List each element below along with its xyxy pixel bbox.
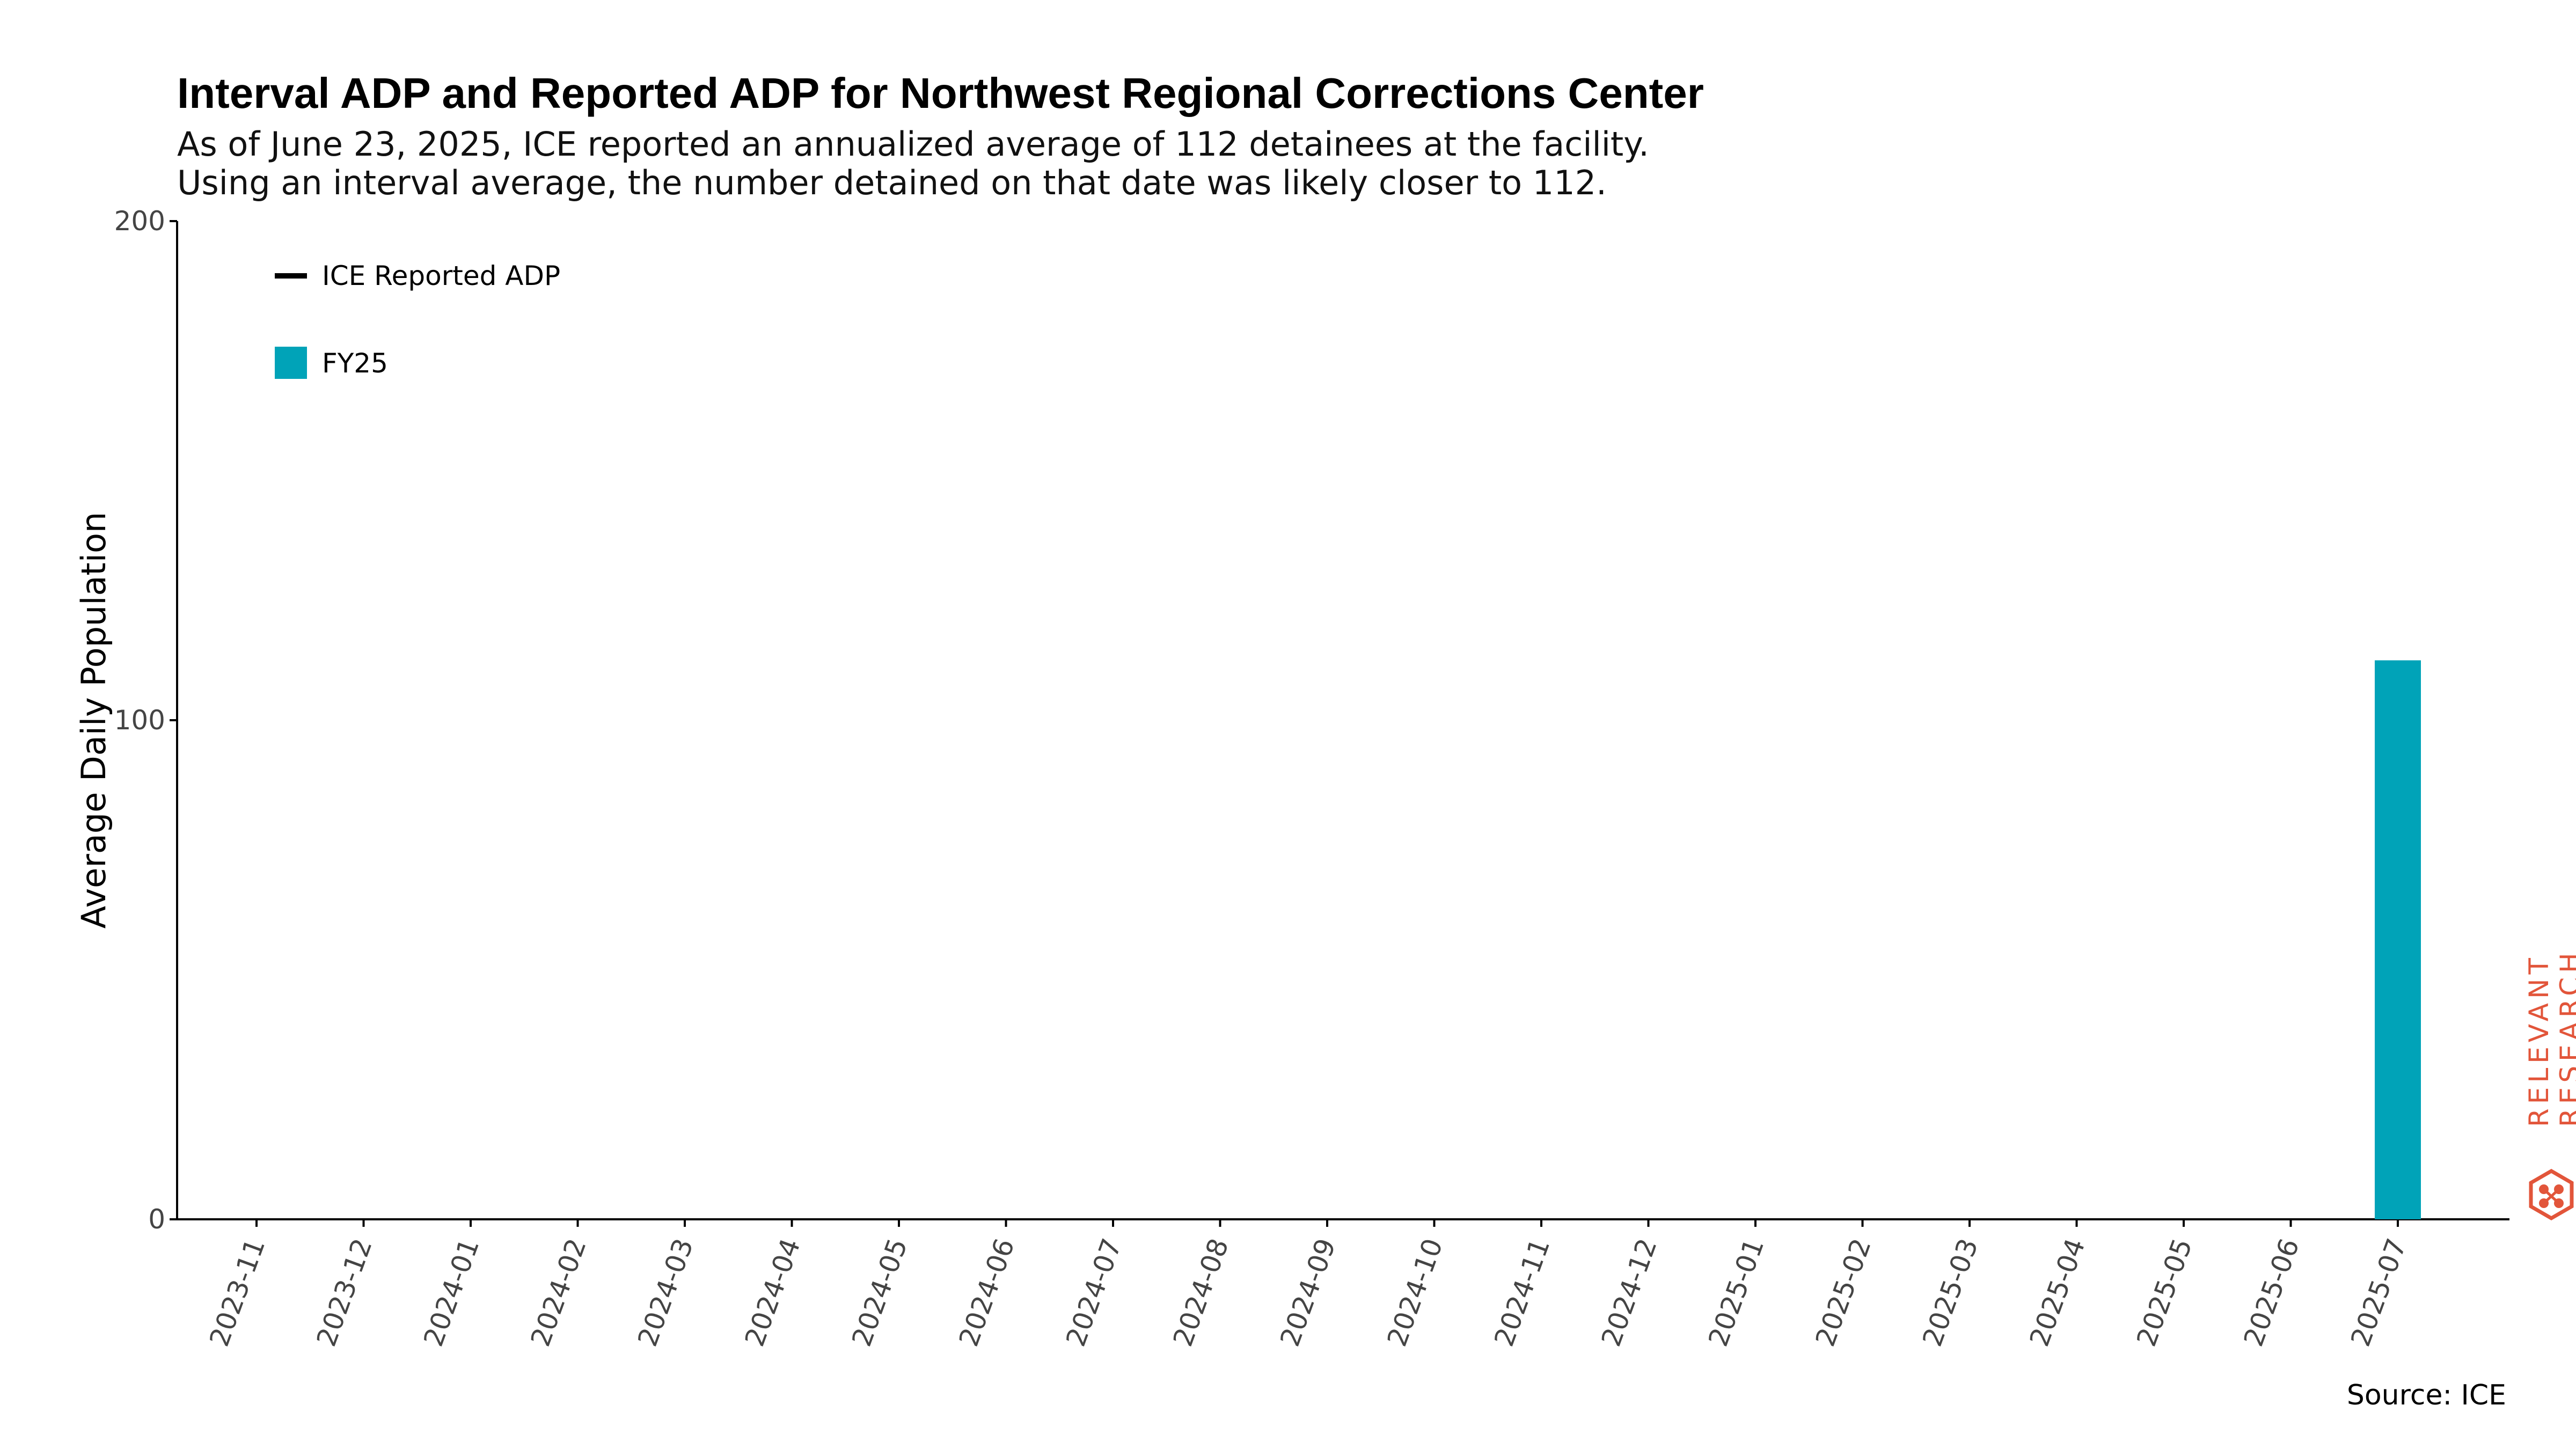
- chart-title: Interval ADP and Reported ADP for Northw…: [177, 69, 1704, 117]
- legend: ICE Reported ADP FY25: [275, 260, 560, 379]
- x-tick-label: 2024-05: [846, 1234, 913, 1350]
- x-tick-label: 2024-07: [1060, 1234, 1128, 1350]
- bars: [2375, 660, 2421, 1219]
- x-tick-label: 2024-03: [632, 1234, 699, 1350]
- chart-subtitle-line-1: As of June 23, 2025, ICE reported an ann…: [177, 125, 1649, 164]
- legend-square-marker: [275, 347, 307, 379]
- x-tick-label: 2024-10: [1381, 1234, 1449, 1350]
- y-tick-label: 200: [114, 206, 165, 237]
- x-tick-label: 2025-06: [2238, 1234, 2306, 1350]
- relevant-research-logo: RELEVANT RESEARCH: [2523, 948, 2576, 1221]
- x-ticks: 2023-11 2023-12 2024-01 2024-02 2024-03 2024-…: [203, 1219, 2412, 1350]
- x-tick-label: 2024-01: [418, 1234, 485, 1350]
- y-ticks: 0 100 200: [114, 206, 177, 1235]
- x-tick-label: 2023-12: [311, 1234, 378, 1350]
- hexagon-network-icon: [2529, 1168, 2574, 1221]
- x-tick-label: 2024-09: [1274, 1234, 1342, 1350]
- x-tick-label: 2025-01: [1702, 1234, 1770, 1350]
- x-tick-label: 2025-03: [1916, 1234, 1984, 1350]
- x-tick-label: 2024-02: [525, 1234, 592, 1350]
- x-tick-label: 2024-06: [953, 1234, 1021, 1350]
- chart-axes: [176, 221, 2509, 1220]
- chart-subtitle-line-2: Using an interval average, the number de…: [177, 163, 1607, 202]
- x-tick-label: 2024-08: [1167, 1234, 1235, 1350]
- x-tick-label: 2024-12: [1596, 1234, 1663, 1350]
- x-tick-label: 2023-11: [203, 1234, 271, 1350]
- x-tick-label: 2025-04: [2024, 1234, 2091, 1350]
- y-tick-label: 0: [148, 1204, 165, 1235]
- logo-text-research: RESEARCH: [2555, 948, 2576, 1127]
- x-tick-label: 2025-05: [2131, 1234, 2198, 1350]
- logo-text-relevant: RELEVANT: [2523, 954, 2555, 1127]
- legend-label-fy25: FY25: [322, 348, 388, 379]
- x-tick-label: 2024-04: [739, 1234, 807, 1350]
- bar-2025-07: [2375, 660, 2421, 1219]
- y-axis-label: Average Daily Population: [74, 512, 113, 929]
- source-note: Source: ICE: [2346, 1379, 2506, 1411]
- x-tick-label: 2024-11: [1488, 1234, 1556, 1350]
- legend-label-reported: ICE Reported ADP: [322, 260, 560, 291]
- x-tick-label: 2025-07: [2345, 1234, 2412, 1350]
- y-tick-label: 100: [114, 705, 165, 736]
- x-tick-label: 2025-02: [1810, 1234, 1877, 1350]
